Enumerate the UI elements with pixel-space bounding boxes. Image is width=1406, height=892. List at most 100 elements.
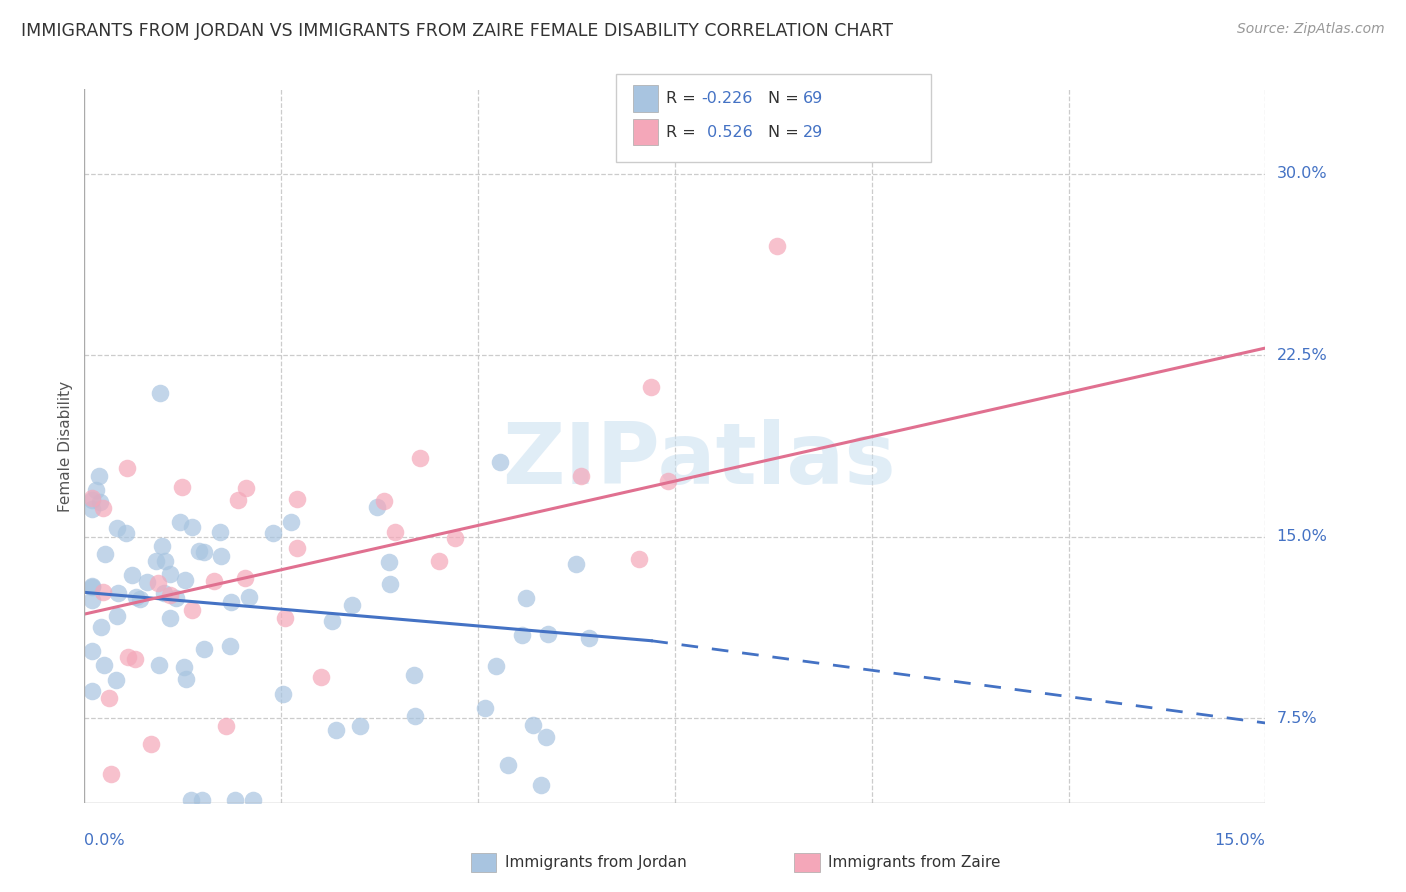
Point [117,650,139,665]
Text: 15.0%: 15.0% [1277,529,1327,544]
Text: R =: R = [666,125,702,139]
Point [100,767,122,781]
Point [402,667,425,681]
Point [148,657,170,672]
Y-axis label: Female Disability: Female Disability [58,380,73,512]
Point [285,541,308,555]
Point [209,549,232,563]
Point [193,545,215,559]
Point [238,590,260,604]
Point [235,481,257,495]
Point [155,554,177,568]
Text: Immigrants from Jordan: Immigrants from Jordan [505,855,686,870]
Point [115,525,138,540]
Point [180,520,202,534]
Point [193,641,215,656]
Point [565,557,588,571]
Point [202,574,225,589]
Point [510,628,533,642]
Point [569,469,592,483]
Point [115,461,138,475]
Point [578,631,600,645]
Point [129,591,152,606]
Point [309,670,332,684]
Point [215,719,238,733]
Point [226,492,249,507]
Text: 29: 29 [803,125,823,139]
Point [159,610,181,624]
Text: 69: 69 [803,91,823,105]
Point [104,673,127,687]
Point [404,709,426,723]
Point [380,577,402,591]
Point [150,540,173,554]
Point [377,555,399,569]
Point [366,500,388,514]
Point [124,652,146,666]
Point [242,793,264,807]
Point [105,608,128,623]
Text: Immigrants from Zaire: Immigrants from Zaire [828,855,1001,870]
Text: 30.0%: 30.0% [1277,167,1327,181]
Text: N =: N = [768,91,804,105]
Point [91,585,114,599]
Point [135,574,157,589]
Text: R =: R = [666,91,702,105]
Point [152,586,174,600]
Point [640,380,662,394]
Point [485,659,508,673]
Point [82,491,104,506]
Point [233,570,256,584]
Text: 22.5%: 22.5% [1277,348,1327,363]
Text: Source: ZipAtlas.com: Source: ZipAtlas.com [1237,22,1385,37]
Point [180,602,202,616]
Point [174,672,197,686]
Point [98,691,121,706]
Point [349,719,371,733]
Point [82,593,104,607]
Point [409,450,432,465]
Point [373,494,395,508]
Point [443,532,465,546]
Point [169,515,191,529]
Point [82,684,104,698]
Point [124,591,146,605]
Point [766,239,789,253]
Point [94,547,117,561]
Point [159,589,181,603]
Point [165,591,187,605]
Point [89,494,111,508]
Point [321,615,343,629]
Point [530,778,553,792]
Point [474,700,496,714]
Point [174,573,197,587]
Point [285,491,308,506]
Point [191,793,214,807]
Text: 0.526: 0.526 [702,125,752,139]
Point [180,793,202,807]
Point [145,554,167,568]
Point [90,620,112,634]
Point [342,599,364,613]
Point [141,737,163,751]
Point [105,521,128,535]
Point [274,611,297,625]
Point [91,500,114,515]
Point [224,793,246,807]
Text: N =: N = [768,125,804,139]
Point [87,469,110,483]
Text: ZIPatlas: ZIPatlas [502,418,896,502]
Point [121,567,143,582]
Point [427,554,450,568]
Point [536,626,558,640]
Point [219,595,242,609]
Point [384,524,406,539]
Point [628,551,651,566]
Point [262,525,284,540]
Text: 7.5%: 7.5% [1277,711,1317,725]
Point [82,644,104,658]
Point [280,515,302,529]
Point [82,501,104,516]
Point [522,718,544,732]
Point [107,586,129,600]
